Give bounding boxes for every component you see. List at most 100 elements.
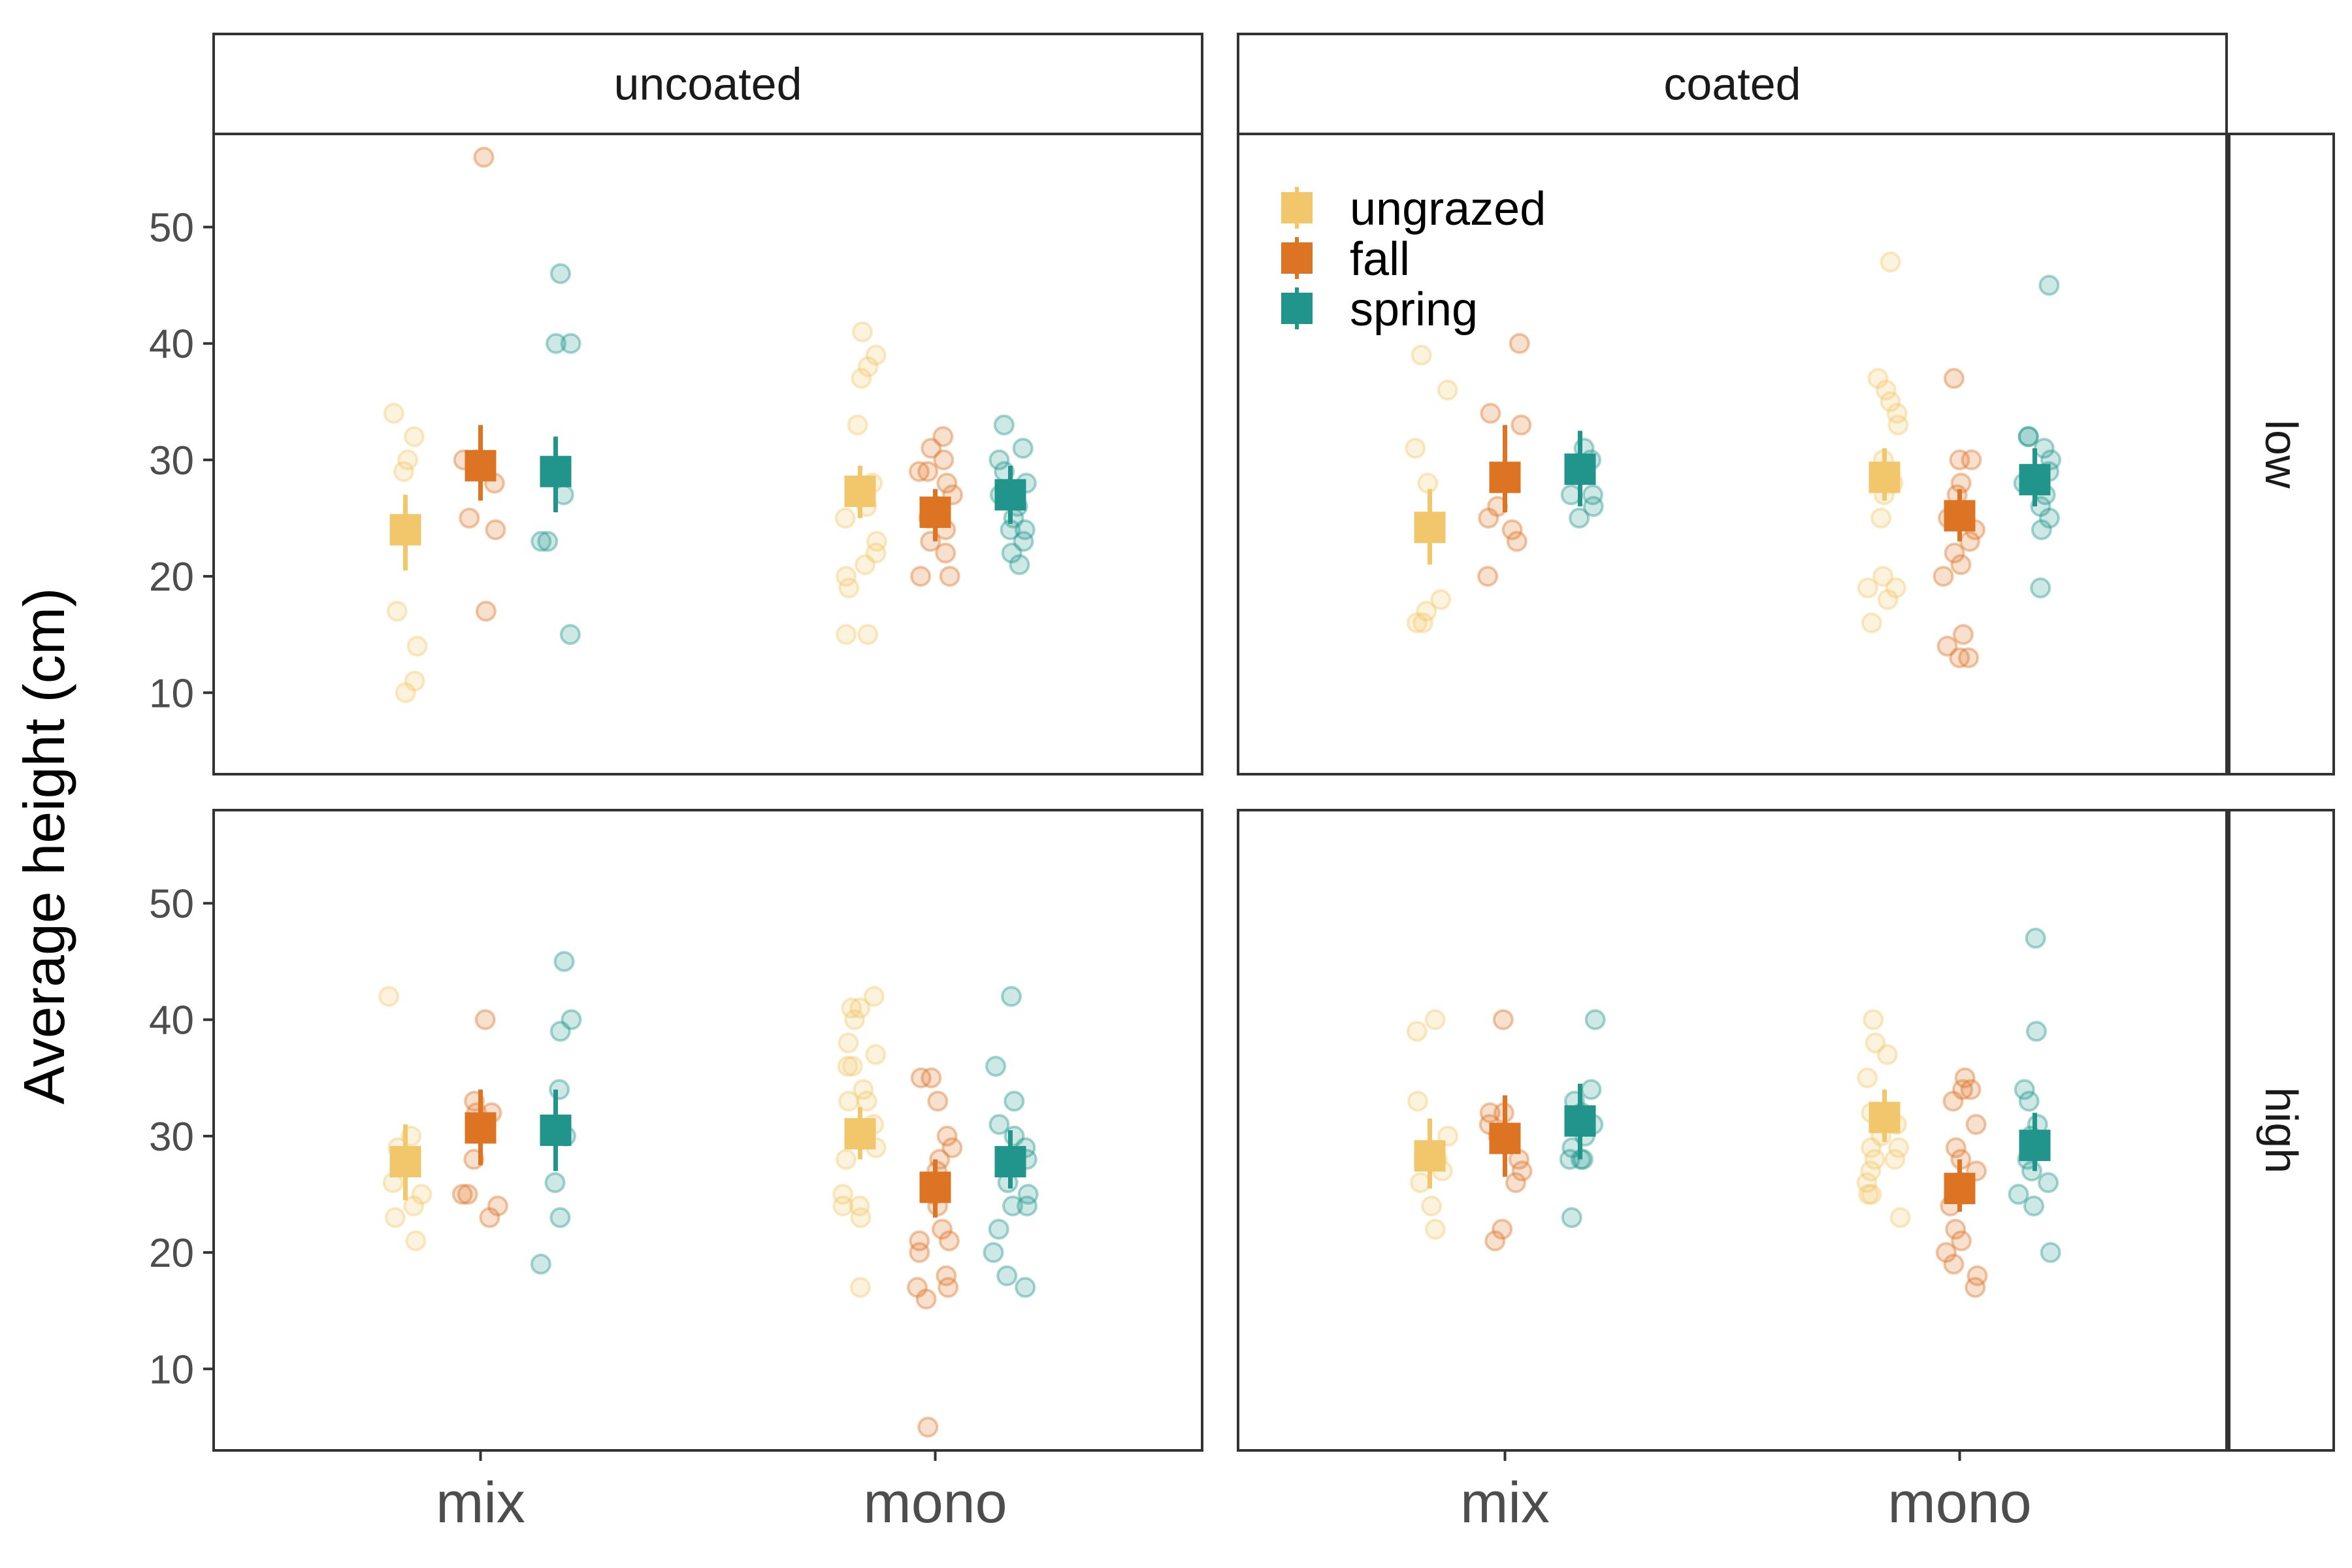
group-mono-fall	[1935, 1067, 1988, 1298]
data-point	[933, 449, 955, 470]
data-point	[1861, 1184, 1882, 1205]
data-point	[1013, 531, 1034, 552]
panels-layer: uncoated coated low high	[212, 33, 2335, 1452]
data-point	[838, 1032, 859, 1054]
mean-marker	[540, 1115, 572, 1146]
data-point	[1017, 1184, 1039, 1205]
data-point	[1000, 986, 1022, 1007]
group-mix-fall	[1478, 1009, 1533, 1252]
data-point	[1967, 1265, 1988, 1286]
mean-marker	[2019, 464, 2051, 496]
data-point	[1886, 402, 1908, 424]
panel-border	[1237, 809, 2228, 1452]
data-point	[988, 1218, 1009, 1240]
strip-box	[1237, 33, 2228, 135]
data-point	[549, 1021, 571, 1042]
data-point	[2038, 274, 2060, 296]
group-mix-spring	[530, 951, 582, 1275]
data-point	[1965, 1277, 1986, 1298]
data-point	[1477, 566, 1499, 587]
panel-background	[1238, 134, 2227, 774]
strip-coated: coated	[1237, 33, 2228, 135]
y-tick-label: 40	[149, 998, 194, 1043]
mean-marker	[1489, 461, 1521, 493]
data-point	[985, 1056, 1007, 1077]
mean-marker	[1869, 461, 1901, 493]
data-point	[843, 1009, 865, 1030]
data-point	[836, 624, 857, 645]
data-point	[1421, 1195, 1443, 1217]
data-point	[393, 461, 414, 482]
data-point	[851, 321, 873, 342]
panel-border	[1237, 133, 2228, 776]
data-point	[1877, 589, 1899, 610]
data-point	[983, 1242, 1004, 1264]
group-mix-ungrazed	[1405, 344, 1458, 634]
data-point	[1860, 1160, 1882, 1182]
x-tick-label: mono	[863, 1470, 1007, 1535]
y-axis-label: Average height (cm)	[12, 588, 76, 1105]
data-point	[531, 531, 552, 552]
data-point	[855, 554, 876, 576]
data-point	[2017, 426, 2039, 448]
data-point	[1952, 1079, 1974, 1100]
data-point	[2018, 1090, 2040, 1112]
mean-marker	[919, 1171, 951, 1203]
x-tick-label: mono	[1887, 1470, 2031, 1535]
data-point	[1406, 1021, 1428, 1042]
legend-label: spring	[1350, 284, 1478, 336]
strip-box	[2228, 809, 2335, 1452]
data-point	[2025, 1021, 2047, 1042]
data-point	[1001, 542, 1022, 564]
data-point	[1479, 1102, 1501, 1124]
data-point	[938, 1277, 959, 1298]
strip-label: uncoated	[613, 59, 802, 110]
y-axis: 10 20 30 40 50	[149, 206, 214, 716]
data-point	[1952, 624, 1974, 645]
x-axis: mix mono	[1460, 1450, 2032, 1535]
data-point	[549, 1207, 571, 1228]
data-point	[1870, 508, 1892, 529]
data-point	[403, 1195, 425, 1217]
data-point	[1954, 1067, 1976, 1088]
data-point	[549, 1079, 570, 1100]
group-mix-spring	[1559, 1009, 1606, 1228]
data-point	[1857, 577, 1878, 598]
mean-marker	[844, 476, 876, 508]
data-point	[383, 402, 404, 424]
data-point	[917, 1416, 939, 1438]
y-tick-label: 50	[149, 882, 194, 927]
data-point	[560, 333, 581, 354]
mean-marker	[465, 449, 497, 482]
panel-border	[212, 133, 1203, 776]
data-point	[1411, 344, 1432, 366]
data-point	[832, 1184, 854, 1205]
strip-low: low	[2228, 133, 2335, 776]
mean-marker	[389, 514, 421, 546]
data-point	[1935, 1242, 1957, 1264]
group-mix-ungrazed	[1406, 1009, 1459, 1240]
mean-marker	[1564, 1105, 1596, 1137]
data-point	[1961, 449, 1982, 470]
mean-marker	[844, 1118, 876, 1150]
data-point	[1933, 566, 1954, 587]
data-point	[1888, 1137, 1910, 1158]
data-point	[1004, 1090, 1025, 1112]
x-tick-label: mix	[436, 1470, 525, 1535]
data-point	[908, 461, 930, 482]
data-point	[1505, 1172, 1527, 1194]
data-point	[1409, 1172, 1431, 1194]
y-tick-label: 30	[149, 1115, 194, 1160]
data-point	[1405, 438, 1426, 459]
data-point	[857, 624, 879, 645]
x-axis: mix mono	[436, 1450, 1007, 1535]
data-point	[1509, 333, 1530, 354]
data-point	[921, 438, 942, 459]
data-point	[1478, 508, 1499, 529]
data-point	[988, 1114, 1010, 1135]
data-point	[530, 1253, 551, 1275]
data-point	[1484, 1230, 1506, 1252]
data-point	[397, 449, 419, 470]
legend-label: fall	[1350, 233, 1410, 286]
data-point	[909, 1242, 930, 1264]
